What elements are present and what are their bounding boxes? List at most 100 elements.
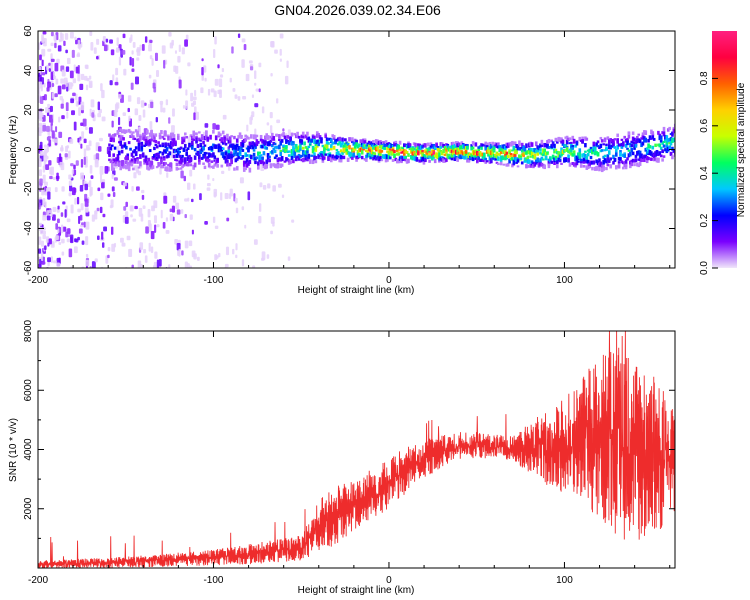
spectrogram-cell	[532, 163, 535, 169]
spectrogram-cell	[245, 147, 249, 150]
spectrogram-cell	[563, 149, 566, 153]
spectrogram-cell	[645, 155, 649, 160]
spectrogram-cell	[630, 159, 634, 164]
spectrogram-cell	[54, 42, 57, 49]
spectrogram-cell	[412, 157, 416, 160]
spectrogram-cell	[572, 162, 576, 167]
spectrogram-cell	[383, 141, 386, 144]
spectrogram-cell	[572, 141, 576, 144]
spectrogram-cell	[658, 151, 662, 156]
spectrogram-cell	[132, 131, 135, 134]
spectrogram-cell	[332, 145, 336, 150]
spectrogram-cell	[433, 159, 437, 164]
spectrogram-cell	[483, 152, 486, 158]
spectrogram-cell	[460, 141, 464, 146]
spectrogram-cell	[223, 136, 226, 140]
spectrogram-cell	[279, 140, 283, 146]
spectrogram-cell	[331, 134, 335, 138]
spectrogram-cell	[339, 149, 343, 153]
spectrogram-cell	[202, 146, 205, 150]
spectrogram-cell	[554, 155, 558, 159]
spectrogram-cell	[553, 149, 556, 154]
spectrogram-cell	[152, 82, 156, 89]
spectrogram-cell	[100, 83, 103, 92]
spectrogram-cell	[202, 131, 206, 138]
spectrogram-cell	[421, 156, 424, 162]
spectrogram-cell	[148, 223, 152, 233]
spectrogram-cell	[372, 145, 375, 150]
spectrogram-cell	[498, 153, 502, 156]
spectrogram-cell	[549, 145, 552, 149]
spectrogram-cell	[351, 149, 354, 152]
spectrogram-cell	[210, 88, 215, 93]
spectrogram-cell	[68, 248, 73, 258]
spectrogram-cell	[52, 214, 56, 221]
spectrogram-cell	[270, 41, 275, 48]
spectrogram-cell	[167, 136, 170, 141]
spectrogram-cell	[492, 153, 496, 158]
spectrogram-cell	[509, 154, 513, 158]
spectrogram-cell	[296, 148, 299, 153]
spectrogram-cell	[90, 175, 94, 179]
spectrogram-cell	[99, 137, 103, 142]
spectrogram-cell	[132, 41, 136, 48]
spectrogram-cell	[529, 147, 532, 151]
spectrogram-cell	[376, 139, 379, 143]
spectrogram-cell	[206, 137, 210, 142]
spectrogram-cell	[381, 146, 385, 150]
spectrogram-cell	[103, 226, 107, 232]
spectrogram-cell	[400, 158, 403, 164]
spectrogram-cell	[365, 149, 368, 152]
spectrogram-cell	[259, 138, 263, 142]
spectrogram-cell	[477, 152, 481, 155]
spectrogram-cell	[62, 226, 67, 232]
spectrogram-cell	[561, 149, 565, 154]
spectrogram-cell	[348, 137, 351, 142]
spectrogram-cell	[164, 166, 167, 171]
spectrogram-cell	[177, 55, 181, 63]
spectrogram-cell	[38, 111, 42, 120]
spectrogram-cell	[422, 144, 426, 147]
spectrogram-cell	[279, 149, 283, 153]
spectrogram-cell	[352, 147, 356, 152]
spectrogram-cell	[69, 70, 74, 79]
spectrogram-cell	[366, 153, 370, 158]
spectrogram-cell	[270, 216, 275, 224]
spectrogram-cell	[207, 88, 211, 96]
spectrogram-cell	[235, 207, 239, 214]
spectrogram-cell	[606, 157, 610, 163]
spectrogram-cell	[457, 142, 461, 146]
spectrogram-y-tick-label: 20	[23, 104, 34, 116]
spectrogram-cell	[191, 198, 194, 203]
spectrogram-cell	[558, 159, 562, 163]
spectrogram-cell	[150, 230, 155, 240]
spectrogram-cell	[247, 136, 250, 140]
spectrogram-cell	[171, 132, 174, 137]
spectrogram-cell	[130, 152, 134, 157]
spectrogram-cell	[629, 142, 632, 146]
spectrogram-cell	[148, 44, 152, 52]
spectrogram-cell	[540, 139, 544, 145]
spectrogram-cell	[48, 139, 52, 147]
spectrogram-cell	[173, 65, 177, 73]
spectrogram-cell	[671, 138, 674, 143]
spectrogram-cell	[614, 152, 618, 157]
spectrogram-cell	[82, 118, 87, 127]
spectrogram-cell	[651, 131, 655, 135]
spectrogram-cell	[442, 143, 445, 148]
spectrogram-cell	[474, 153, 478, 157]
spectrogram-cell	[199, 149, 203, 154]
spectrogram-cell	[168, 264, 171, 268]
snr-line	[38, 331, 675, 568]
spectrogram-cell	[252, 157, 256, 161]
spectrogram-cell	[157, 154, 160, 159]
spectrogram-cell	[561, 139, 565, 144]
spectrogram-cell	[574, 155, 577, 160]
spectrogram-cell	[257, 165, 260, 170]
spectrogram-cell	[196, 256, 200, 261]
spectrogram-cell	[66, 57, 71, 65]
spectrogram-cell	[251, 94, 255, 98]
spectrogram-cell	[461, 152, 465, 156]
spectrogram-cell	[133, 149, 137, 154]
